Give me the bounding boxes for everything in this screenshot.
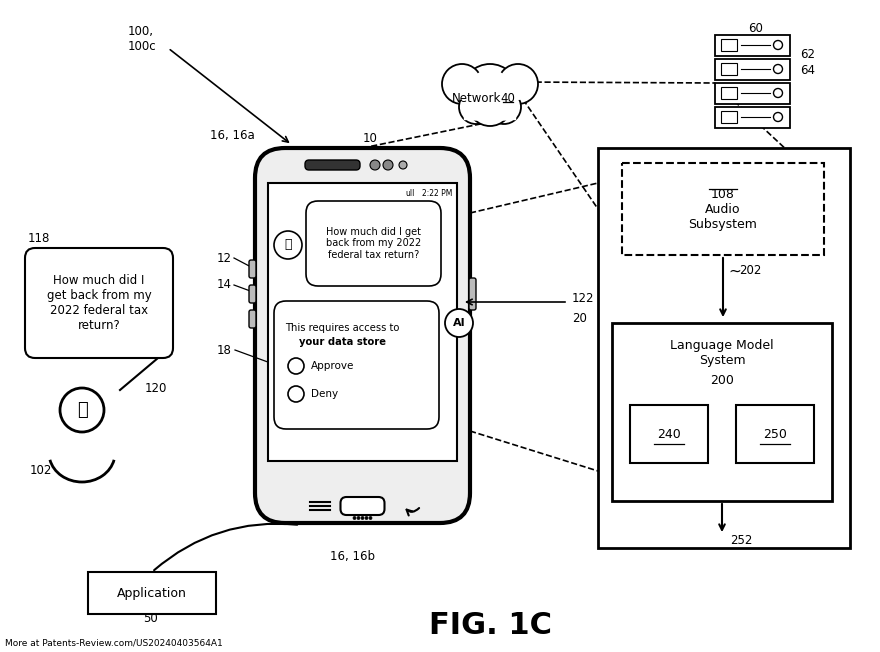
Bar (612, 323, 832, 501)
Text: How much did I
get back from my
2022 federal tax
return?: How much did I get back from my 2022 fed… (47, 274, 151, 332)
Text: 16, 16b: 16, 16b (329, 550, 375, 563)
Text: 240: 240 (657, 428, 681, 441)
Text: 12: 12 (217, 252, 232, 265)
Circle shape (445, 309, 473, 337)
Circle shape (774, 113, 782, 121)
Circle shape (60, 388, 104, 432)
Text: 102: 102 (30, 464, 52, 477)
Text: 62: 62 (800, 48, 815, 61)
Text: ⚿: ⚿ (77, 401, 87, 419)
Circle shape (502, 68, 534, 100)
Circle shape (487, 90, 521, 124)
Bar (598, 148, 850, 548)
Circle shape (442, 64, 482, 104)
Circle shape (399, 161, 407, 169)
Text: This requires access to: This requires access to (285, 323, 400, 333)
Bar (721, 111, 737, 123)
FancyBboxPatch shape (469, 278, 476, 310)
Bar (630, 405, 708, 463)
Text: your data store: your data store (299, 337, 386, 347)
Bar (721, 87, 737, 99)
Text: 40: 40 (501, 91, 516, 104)
Text: Deny: Deny (311, 389, 338, 399)
Text: Audio
Subsystem: Audio Subsystem (688, 203, 758, 231)
Text: 200: 200 (710, 374, 734, 387)
Text: 50: 50 (143, 612, 158, 625)
Text: 100,
100c: 100, 100c (128, 25, 157, 53)
Text: Application: Application (117, 587, 187, 599)
Text: ~: ~ (728, 263, 741, 278)
Circle shape (288, 358, 304, 374)
Text: 118: 118 (28, 232, 50, 245)
Text: ⚿: ⚿ (284, 239, 292, 252)
Circle shape (459, 90, 493, 124)
Bar (715, 35, 790, 56)
Text: 108: 108 (711, 188, 735, 201)
Circle shape (774, 40, 782, 50)
Text: FIG. 1C: FIG. 1C (429, 610, 552, 640)
Circle shape (446, 68, 478, 100)
Circle shape (467, 70, 512, 114)
Circle shape (361, 516, 364, 520)
Circle shape (468, 82, 512, 126)
Text: 122: 122 (572, 291, 595, 304)
Bar (268, 183, 457, 461)
Text: AI: AI (452, 318, 466, 328)
Text: Language Model
System: Language Model System (671, 339, 774, 367)
Circle shape (774, 65, 782, 74)
Circle shape (274, 231, 302, 259)
Circle shape (288, 386, 304, 402)
FancyBboxPatch shape (306, 201, 441, 286)
FancyBboxPatch shape (249, 260, 256, 278)
FancyBboxPatch shape (305, 160, 360, 170)
Bar (721, 63, 737, 75)
Text: 252: 252 (730, 533, 752, 546)
FancyBboxPatch shape (249, 310, 256, 328)
FancyBboxPatch shape (255, 148, 470, 523)
Bar (47, 453, 117, 473)
Circle shape (357, 516, 360, 520)
Text: 2:22 PM: 2:22 PM (422, 189, 452, 198)
Text: 10: 10 (363, 132, 378, 145)
Circle shape (774, 89, 782, 98)
Bar (88, 572, 216, 614)
Text: 14: 14 (217, 278, 232, 291)
FancyBboxPatch shape (249, 285, 256, 303)
Bar (715, 107, 790, 128)
Circle shape (462, 64, 518, 120)
Circle shape (353, 516, 356, 520)
Bar (622, 163, 824, 255)
Text: 250: 250 (763, 428, 787, 441)
Bar (736, 405, 814, 463)
Text: 60: 60 (748, 22, 763, 35)
Text: 20: 20 (572, 312, 587, 325)
Text: 64: 64 (800, 63, 815, 76)
Text: 16, 16a: 16, 16a (210, 129, 255, 142)
Text: 202: 202 (739, 265, 761, 278)
Circle shape (365, 516, 368, 520)
Bar (715, 83, 790, 104)
Text: How much did I get
back from my 2022
federal tax return?: How much did I get back from my 2022 fed… (326, 227, 422, 260)
Text: Network: Network (452, 91, 502, 104)
Circle shape (498, 64, 538, 104)
Text: 18: 18 (217, 344, 232, 357)
Circle shape (383, 160, 393, 170)
Text: 120: 120 (145, 381, 167, 394)
FancyBboxPatch shape (341, 497, 385, 515)
Circle shape (473, 87, 508, 122)
FancyBboxPatch shape (274, 301, 439, 429)
Circle shape (370, 160, 380, 170)
Bar (721, 39, 737, 51)
Circle shape (462, 93, 489, 121)
Bar (715, 59, 790, 80)
Text: More at Patents-Review.com/US20240403564A1: More at Patents-Review.com/US20240403564… (5, 639, 223, 648)
Circle shape (369, 516, 372, 520)
FancyBboxPatch shape (25, 248, 173, 358)
Text: Approve: Approve (311, 361, 355, 371)
Text: ull: ull (405, 189, 414, 198)
Circle shape (490, 93, 517, 121)
